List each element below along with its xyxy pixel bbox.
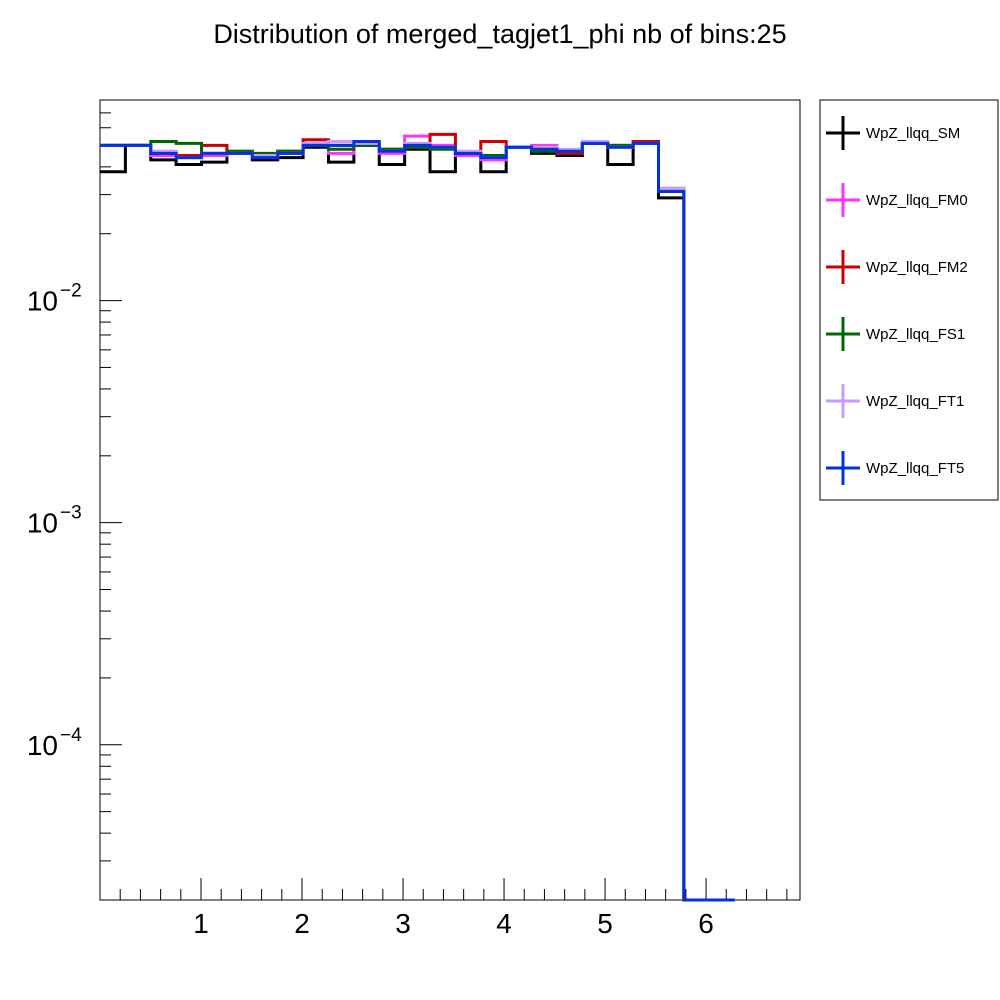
legend-label: WpZ_llqq_FM0 (866, 192, 968, 209)
series-line-wpz-llqq-fm2 (100, 132, 735, 902)
legend-label: WpZ_llqq_FM2 (866, 259, 968, 276)
plot-frame (99, 99, 801, 901)
y-tick-label: 10 (27, 286, 58, 317)
y-tick-label: 10 (27, 730, 58, 761)
series-line-wpz-llqq-ft5 (100, 140, 735, 902)
legend-label: WpZ_llqq_FT5 (866, 460, 964, 477)
x-tick-label: 4 (496, 908, 512, 939)
series-line-wpz-llqq-fs1 (100, 140, 735, 902)
x-tick-label: 5 (597, 908, 613, 939)
series-line-wpz-llqq-fm0 (100, 134, 735, 902)
series-line-wpz-llqq-ft1 (100, 140, 735, 902)
legend-entry: WpZ_llqq_SM (826, 116, 960, 150)
legend-entry: WpZ_llqq_FT1 (826, 384, 964, 418)
series-line-wpz-llqq-sm (100, 141, 735, 902)
legend-entry: WpZ_llqq_FM0 (826, 183, 968, 217)
y-axis: 10−410−310−2 (27, 99, 122, 901)
y-tick-exponent: −4 (60, 725, 82, 746)
x-tick-label: 3 (395, 908, 411, 939)
legend-label: WpZ_llqq_SM (866, 125, 960, 142)
y-tick-exponent: −2 (60, 281, 82, 302)
chart-title: Distribution of merged_tagjet1_phi nb of… (213, 19, 786, 49)
x-tick-label: 1 (193, 908, 209, 939)
legend-entry: WpZ_llqq_FT5 (826, 451, 964, 485)
x-axis: 1 2 3 4 5 6 (119, 878, 788, 939)
x-tick-label: 6 (698, 908, 714, 939)
legend-label: WpZ_llqq_FS1 (866, 326, 965, 343)
legend: WpZ_llqq_SM WpZ_llqq_FM0 WpZ_llqq_FM2 WpZ_l… (819, 99, 999, 501)
series-layer (100, 132, 735, 902)
y-tick-exponent: −3 (60, 503, 82, 524)
x-tick-label: 2 (294, 908, 310, 939)
y-tick-label: 10 (27, 508, 58, 539)
legend-entry: WpZ_llqq_FS1 (826, 317, 965, 351)
legend-entry: WpZ_llqq_FM2 (826, 250, 968, 284)
legend-label: WpZ_llqq_FT1 (866, 393, 964, 410)
legend-box (819, 99, 999, 501)
